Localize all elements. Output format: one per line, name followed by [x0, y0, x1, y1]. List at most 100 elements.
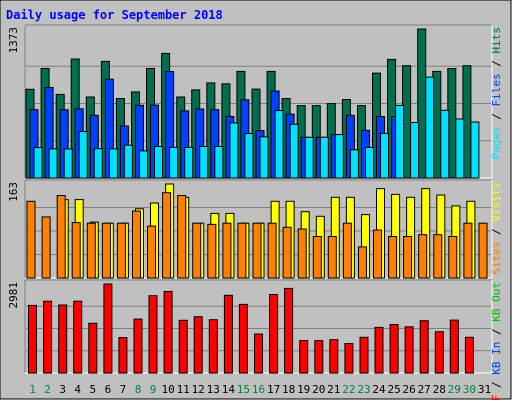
- x-tick-day-29: 29: [448, 383, 461, 396]
- x-tick-day-4: 4: [74, 383, 81, 396]
- bar-pages-day-10: [169, 146, 179, 179]
- bar-pages-day-30: [470, 121, 480, 179]
- legend-entry: Hits: [490, 27, 503, 54]
- bar-sites-day-20: [312, 236, 322, 279]
- bar-kbytes-day-6: [103, 283, 113, 374]
- bar-pages-day-17: [274, 110, 284, 179]
- bar-kbytes-day-27: [419, 320, 429, 374]
- bar-pages-day-14: [229, 122, 239, 179]
- bar-pages-day-2: [48, 148, 58, 179]
- legend-entry: Pages: [490, 126, 503, 159]
- bar-sites-day-9: [147, 225, 156, 279]
- x-tick-day-20: 20: [312, 383, 325, 396]
- x-tick-day-8: 8: [135, 383, 142, 396]
- x-tick-day-13: 13: [207, 383, 220, 396]
- bar-kbytes-day-10: [163, 290, 173, 374]
- x-tick-day-26: 26: [402, 383, 415, 396]
- series-sites: [26, 192, 488, 279]
- series-legend: Sites / Visits: [490, 182, 503, 275]
- bar-kbytes-day-15: [238, 303, 248, 374]
- bar-pages-day-11: [184, 146, 194, 179]
- bar-sites-day-29: [448, 236, 458, 279]
- y-max-label: 1373: [7, 27, 20, 54]
- bar-sites-day-17: [267, 222, 277, 279]
- bar-kbytes-day-30: [464, 336, 474, 374]
- x-tick-day-19: 19: [297, 383, 310, 396]
- legend-entry: Files: [490, 73, 503, 106]
- bar-kbytes-day-28: [434, 331, 444, 374]
- x-tick-day-17: 17: [267, 383, 280, 396]
- bar-kbytes-day-4: [73, 300, 83, 374]
- bar-sites-day-5: [86, 222, 96, 279]
- bar-kbytes-day-26: [404, 326, 414, 374]
- x-tick-day-12: 12: [192, 383, 205, 396]
- panel-3: 2981KB F / KB In / KB Out: [7, 279, 503, 405]
- bar-pages-day-28: [440, 109, 450, 179]
- bar-pages-day-20: [319, 136, 329, 179]
- bar-sites-day-26: [403, 236, 413, 279]
- series-kbytes: [28, 283, 474, 374]
- bar-pages-day-7: [123, 144, 133, 179]
- bar-kbytes-day-17: [269, 294, 279, 374]
- bar-pages-day-29: [455, 118, 465, 179]
- bar-sites-day-31: [478, 222, 488, 279]
- bar-sites-day-22: [342, 222, 352, 279]
- x-tick-day-28: 28: [433, 383, 446, 396]
- x-tick-day-6: 6: [105, 383, 112, 396]
- bar-sites-day-23: [358, 246, 367, 279]
- bar-pages-day-6: [108, 148, 118, 179]
- x-tick-day-22: 22: [342, 383, 355, 396]
- x-tick-day-1: 1: [29, 383, 36, 396]
- bar-pages-day-15: [244, 133, 254, 179]
- bar-kbytes-day-22: [344, 343, 354, 374]
- bar-kbytes-day-5: [88, 322, 98, 374]
- legend-entry: /: [490, 54, 503, 74]
- bar-sites-day-27: [418, 234, 428, 279]
- x-tick-day-15: 15: [237, 383, 250, 396]
- chart-title: Daily usage for September 2018: [6, 8, 223, 22]
- x-tick-day-2: 2: [44, 383, 51, 396]
- bar-pages-day-9: [154, 146, 163, 179]
- bar-sites-day-13: [207, 223, 217, 279]
- bar-kbytes-day-12: [193, 316, 203, 374]
- bar-kbytes-day-29: [449, 319, 459, 374]
- bar-pages-day-5: [93, 148, 103, 179]
- bar-sites-day-2: [41, 216, 51, 279]
- legend-entry: /: [490, 222, 503, 242]
- bar-sites-day-11: [177, 195, 187, 279]
- legend-entry: KB Out: [490, 282, 503, 322]
- x-axis-day-labels: 1 2 3 4 5 6 7 8 9 10 11 12 13 14 15 16 17 18 19 20 21 22 23 24 2…: [29, 383, 491, 396]
- bar-pages-day-18: [289, 123, 299, 179]
- bar-sites-day-21: [327, 236, 337, 279]
- bar-kbytes-day-25: [389, 324, 399, 374]
- bar-pages-day-1: [33, 147, 43, 179]
- y-max-label: 2981: [7, 282, 20, 309]
- series-pages: [33, 76, 480, 179]
- bar-kbytes-day-11: [178, 319, 188, 374]
- bar-sites-day-4: [71, 222, 81, 279]
- x-tick-day-3: 3: [59, 383, 66, 396]
- bar-pages-day-23: [365, 146, 374, 179]
- bar-pages-day-4: [78, 131, 88, 179]
- bar-kbytes-day-14: [223, 294, 233, 374]
- x-tick-day-27: 27: [418, 383, 431, 396]
- bar-sites-day-3: [56, 195, 66, 279]
- legend-entry: /: [490, 107, 503, 127]
- bar-sites-day-30: [463, 222, 473, 279]
- x-tick-day-25: 25: [387, 383, 400, 396]
- bar-pages-day-27: [425, 76, 435, 179]
- bar-kbytes-day-24: [374, 326, 384, 374]
- bar-kbytes-day-9: [148, 295, 158, 374]
- panel-2: 163 Sites / Visits: [7, 179, 503, 279]
- bar-pages-day-26: [410, 122, 420, 179]
- bar-sites-day-12: [192, 222, 202, 279]
- bar-kbytes-day-1: [28, 304, 37, 374]
- bar-kbytes-day-3: [58, 304, 68, 374]
- x-tick-day-10: 10: [161, 383, 174, 396]
- bar-kbytes-day-23: [359, 336, 369, 374]
- legend-entry: KB In: [490, 342, 503, 375]
- bar-sites-day-1: [26, 200, 36, 279]
- x-tick-day-31: 31: [478, 383, 491, 396]
- bar-sites-day-24: [373, 229, 382, 279]
